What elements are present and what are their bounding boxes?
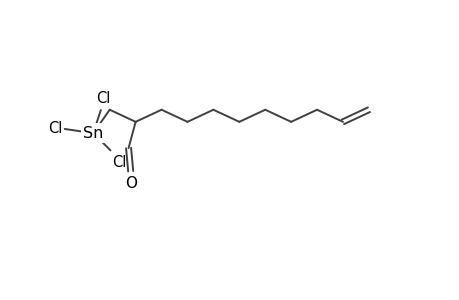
Text: O: O	[124, 176, 136, 191]
Text: Cl: Cl	[112, 155, 127, 170]
Text: Cl: Cl	[48, 122, 62, 136]
Text: Cl: Cl	[95, 91, 110, 106]
Text: Sn: Sn	[83, 126, 103, 141]
